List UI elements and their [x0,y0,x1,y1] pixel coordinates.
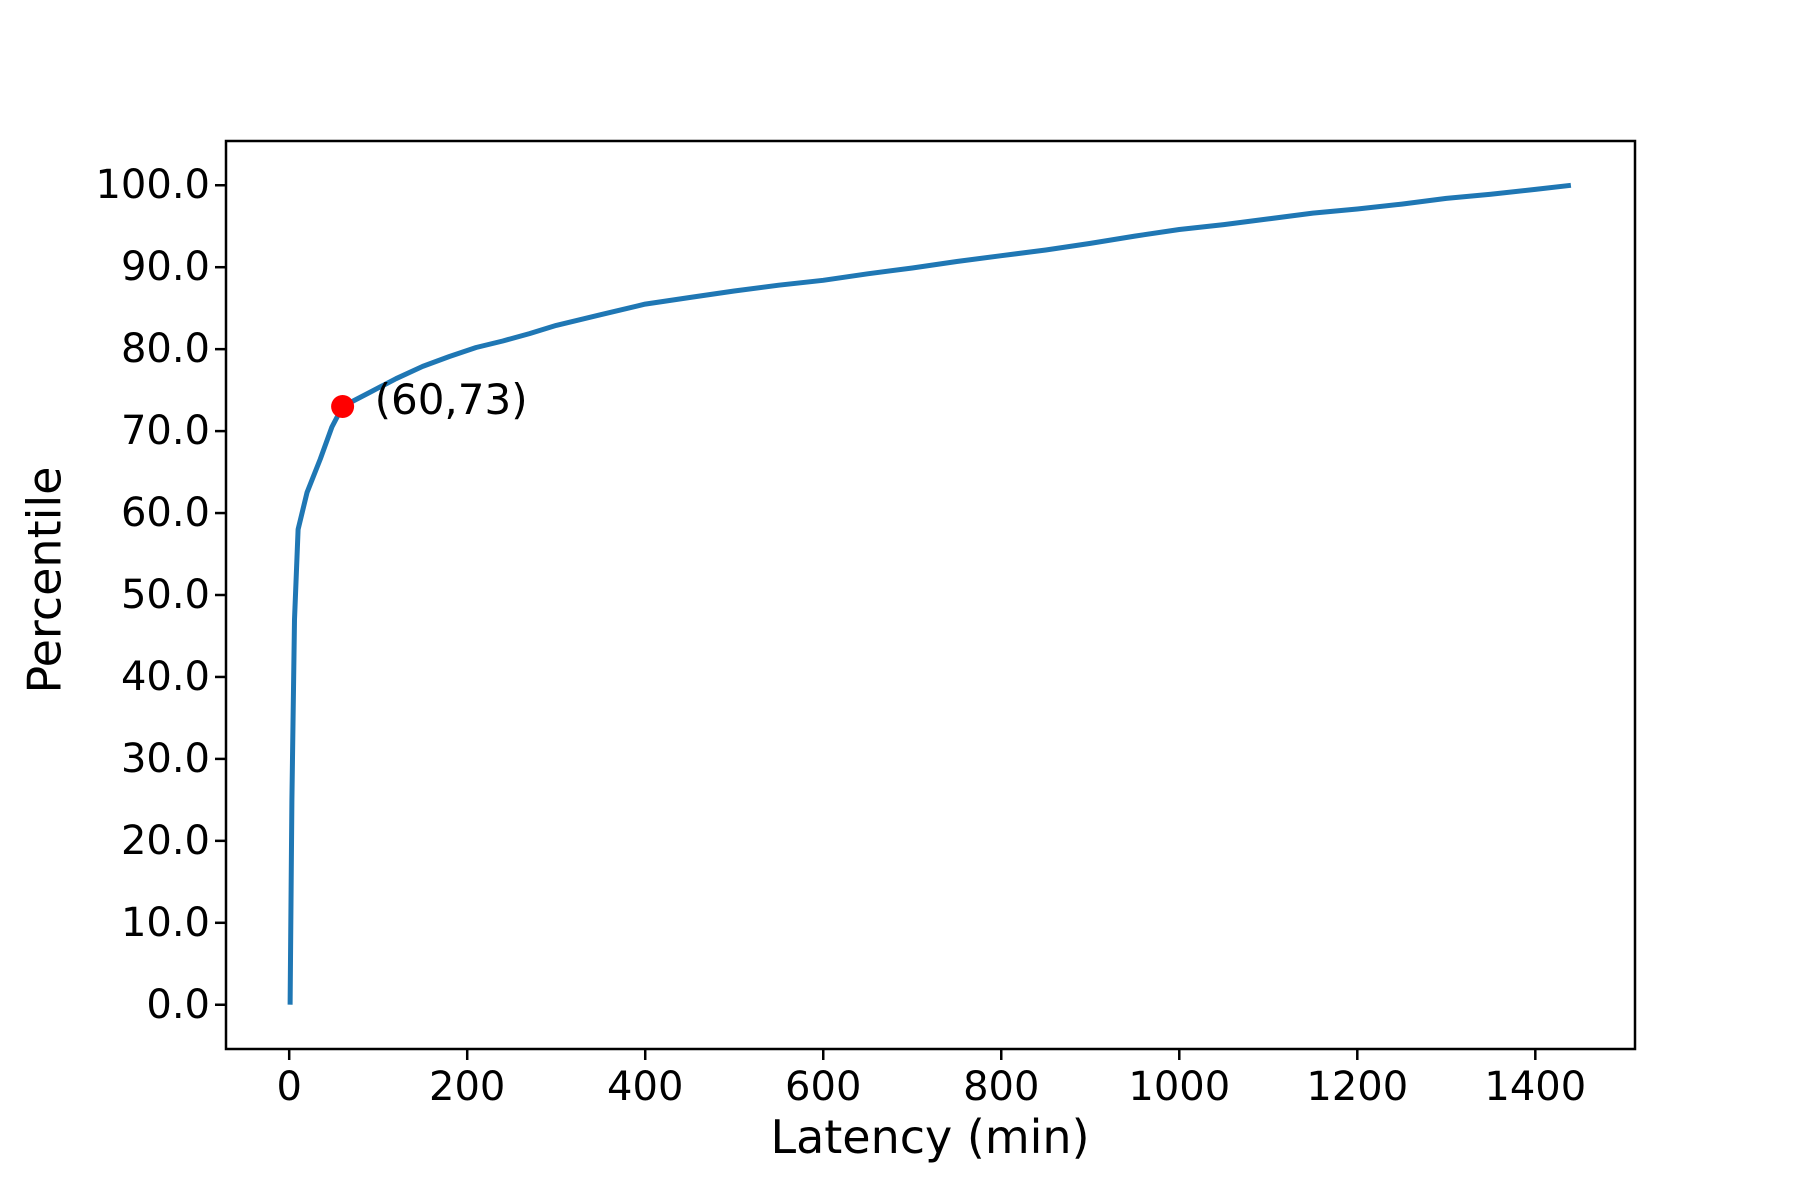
highlight-marker [331,395,355,419]
cdf-line [287,182,1572,1005]
axes-box [224,139,1637,1051]
